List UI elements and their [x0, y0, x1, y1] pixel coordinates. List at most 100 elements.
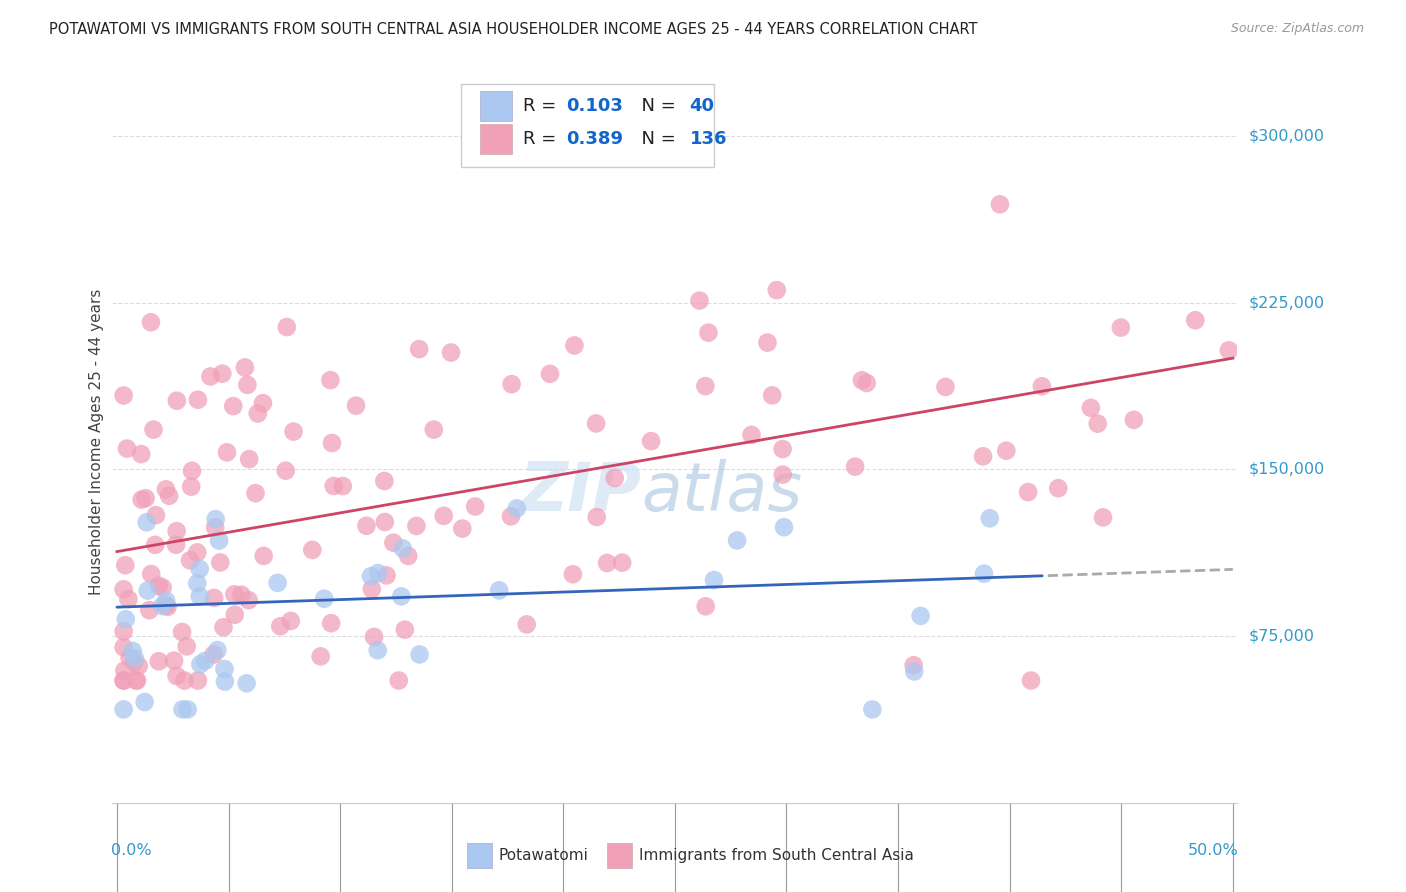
FancyBboxPatch shape: [461, 84, 714, 167]
Text: POTAWATOMI VS IMMIGRANTS FROM SOUTH CENTRAL ASIA HOUSEHOLDER INCOME AGES 25 - 44: POTAWATOMI VS IMMIGRANTS FROM SOUTH CENT…: [49, 22, 977, 37]
Point: [367, 643, 389, 657]
Point: [374, 515, 396, 529]
Point: [314, 591, 336, 606]
Point: [127, 673, 149, 688]
Point: [772, 442, 794, 456]
Point: [202, 591, 225, 605]
Point: [114, 558, 136, 573]
Point: [1184, 313, 1206, 327]
Point: [423, 423, 446, 437]
Point: [363, 630, 385, 644]
Point: [112, 640, 135, 655]
Text: R =: R =: [523, 130, 562, 148]
Point: [695, 379, 717, 393]
Point: [741, 428, 763, 442]
Bar: [481, 124, 512, 154]
Point: [135, 491, 157, 506]
Point: [117, 592, 139, 607]
Point: [135, 516, 157, 530]
Point: [772, 467, 794, 482]
Point: [145, 508, 167, 523]
Point: [172, 625, 194, 640]
Point: [561, 567, 583, 582]
Point: [356, 518, 378, 533]
Point: [269, 619, 291, 633]
Point: [112, 624, 135, 639]
Point: [148, 579, 170, 593]
Point: [200, 369, 222, 384]
Text: 0.0%: 0.0%: [111, 843, 152, 857]
Point: [433, 508, 456, 523]
Point: [1087, 417, 1109, 431]
Point: [703, 573, 725, 587]
Text: 0.389: 0.389: [565, 130, 623, 148]
Point: [612, 556, 634, 570]
Point: [122, 655, 145, 669]
Point: [603, 471, 626, 485]
Point: [128, 659, 150, 673]
Point: [1092, 510, 1115, 524]
Text: $225,000: $225,000: [1249, 295, 1324, 310]
Point: [1080, 401, 1102, 415]
Point: [141, 567, 163, 582]
Point: [1218, 343, 1240, 358]
Point: [134, 695, 156, 709]
Point: [224, 587, 246, 601]
Text: ZIP: ZIP: [519, 459, 641, 525]
Bar: [467, 843, 492, 868]
Point: [136, 583, 159, 598]
Point: [181, 464, 204, 478]
Point: [188, 590, 211, 604]
Point: [114, 612, 136, 626]
Point: [695, 599, 717, 614]
Point: [112, 388, 135, 402]
Point: [756, 335, 779, 350]
Point: [301, 542, 323, 557]
Point: [408, 342, 430, 356]
Point: [972, 450, 994, 464]
Point: [405, 519, 427, 533]
Point: [211, 367, 233, 381]
Point: [344, 399, 367, 413]
Point: [112, 702, 135, 716]
Point: [501, 377, 523, 392]
Point: [186, 545, 208, 559]
Point: [142, 423, 165, 437]
Point: [765, 283, 787, 297]
Text: atlas: atlas: [641, 459, 803, 525]
Point: [373, 474, 395, 488]
Point: [231, 588, 253, 602]
Point: [202, 648, 225, 662]
Point: [321, 616, 343, 631]
Point: [725, 533, 748, 548]
Point: [1019, 673, 1042, 688]
Point: [280, 614, 302, 628]
Point: [112, 664, 135, 678]
Point: [585, 510, 607, 524]
Point: [165, 538, 187, 552]
Point: [697, 326, 720, 340]
Point: [451, 522, 474, 536]
Point: [1017, 485, 1039, 500]
Point: [166, 669, 188, 683]
Point: [389, 590, 412, 604]
Point: [238, 593, 260, 607]
Point: [506, 501, 529, 516]
Point: [180, 480, 202, 494]
Text: $75,000: $75,000: [1249, 629, 1315, 643]
Point: [186, 576, 208, 591]
Bar: [481, 91, 512, 121]
Point: [166, 393, 188, 408]
Point: [172, 702, 194, 716]
Point: [903, 665, 925, 679]
Point: [121, 644, 143, 658]
Point: [166, 524, 188, 538]
Point: [233, 360, 256, 375]
Point: [934, 380, 956, 394]
Point: [860, 702, 883, 716]
Point: [488, 583, 510, 598]
Text: $150,000: $150,000: [1249, 462, 1324, 477]
Point: [163, 654, 186, 668]
Point: [903, 658, 925, 673]
Point: [773, 520, 796, 534]
